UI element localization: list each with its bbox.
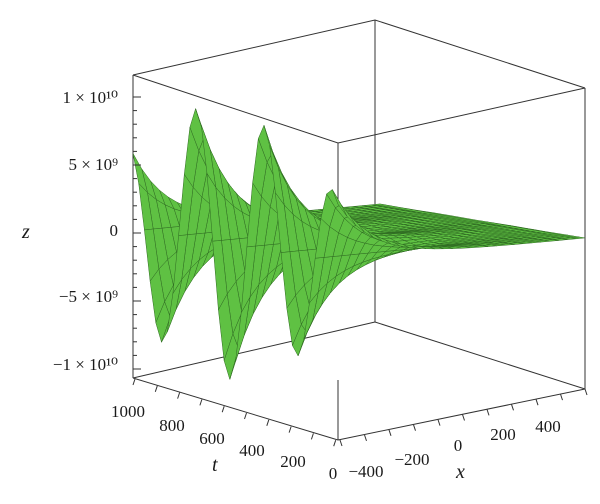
axis-tickmarks bbox=[132, 96, 588, 447]
t-tickmark bbox=[221, 406, 225, 413]
t-tickmark bbox=[177, 392, 181, 399]
t-tickmark bbox=[288, 426, 292, 433]
surface-mesh bbox=[132, 107, 586, 381]
t-tickmark bbox=[333, 440, 337, 447]
z-axis: 1 × 10¹⁰ 5 × 10⁹ 0 −5 × 10⁹ −1 × 10¹⁰ z bbox=[21, 88, 118, 374]
x-tickmark bbox=[388, 429, 392, 436]
bounding-box-front bbox=[132, 377, 586, 441]
t-tick-400: 400 bbox=[239, 441, 265, 460]
t-axis-label: t bbox=[212, 454, 218, 476]
x-tick-neg200: −200 bbox=[394, 450, 429, 469]
t-tick-800: 800 bbox=[159, 416, 185, 435]
x-axis-label: x bbox=[455, 461, 465, 483]
t-tickmark bbox=[132, 378, 136, 386]
x-tickmark bbox=[486, 409, 490, 416]
z-axis-label: z bbox=[21, 221, 30, 243]
x-tickmark bbox=[462, 414, 465, 421]
x-tick-400: 400 bbox=[535, 417, 561, 436]
t-tick-1000: 1000 bbox=[111, 402, 145, 421]
x-tick-neg400: −400 bbox=[348, 462, 383, 481]
t-tick-200: 200 bbox=[280, 452, 306, 471]
t-tickmark bbox=[199, 399, 203, 406]
z-tick-neg1e10: −1 × 10¹⁰ bbox=[53, 355, 118, 374]
x-tickmark bbox=[364, 434, 367, 442]
t-tickmark bbox=[266, 419, 270, 426]
surface-patch bbox=[332, 189, 348, 217]
x-tick-0: 0 bbox=[454, 436, 463, 455]
z-tick-0: 0 bbox=[110, 221, 119, 240]
x-tickmark bbox=[535, 399, 539, 406]
x-tick-200: 200 bbox=[490, 425, 516, 444]
t-axis: 1000 800 600 400 200 0 t bbox=[111, 402, 337, 483]
x-tickmark bbox=[584, 388, 588, 396]
z-tick-1e10: 1 × 10¹⁰ bbox=[63, 88, 119, 107]
t-tick-600: 600 bbox=[199, 429, 225, 448]
x-tickmark bbox=[437, 419, 441, 426]
t-tick-0: 0 bbox=[329, 464, 338, 483]
bounding-box-back bbox=[132, 19, 586, 390]
x-tickmark bbox=[511, 404, 514, 411]
t-tickmark bbox=[310, 433, 314, 440]
t-tickmark bbox=[244, 412, 247, 420]
x-tickmark bbox=[560, 393, 563, 401]
x-axis: −400 −200 0 200 400 x bbox=[348, 417, 560, 483]
z-tick-neg5e9: −5 × 10⁹ bbox=[59, 287, 118, 306]
x-tickmark bbox=[339, 439, 343, 447]
t-tickmark bbox=[154, 385, 158, 392]
z-tick-5e9: 5 × 10⁹ bbox=[68, 155, 118, 174]
x-tickmark bbox=[413, 424, 416, 431]
